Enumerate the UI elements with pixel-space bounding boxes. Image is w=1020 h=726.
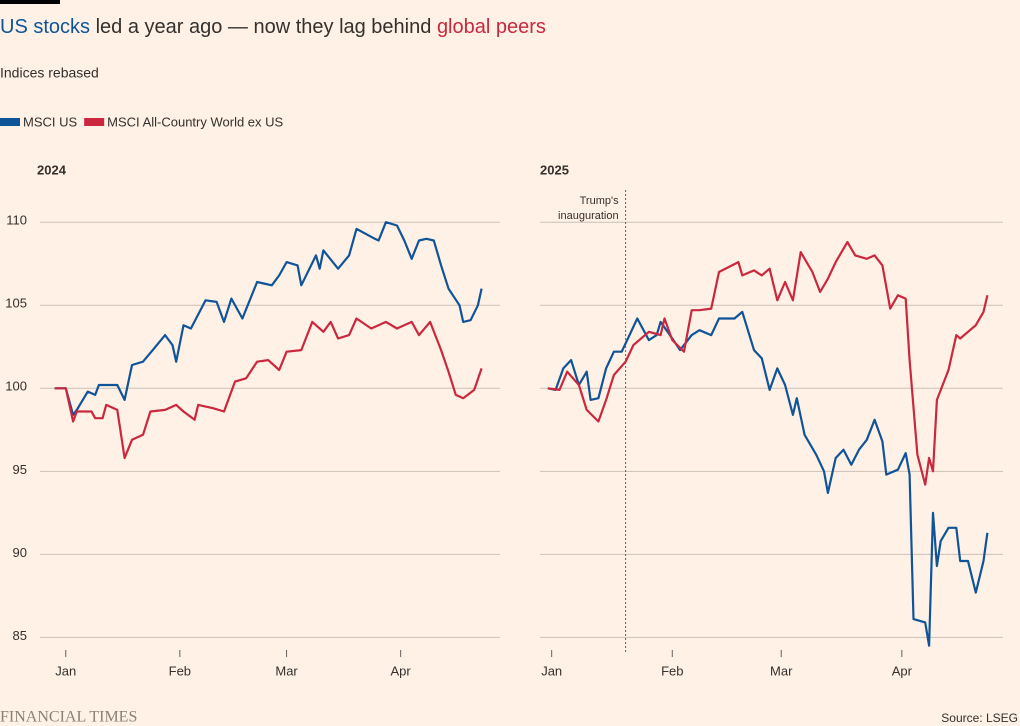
x-tick-label: Jan [541, 663, 562, 678]
x-tick-label: Mar [770, 663, 793, 678]
legend-label: MSCI US [23, 114, 78, 129]
series-line [547, 310, 989, 647]
title-part: led a year ago — now they lag behind [90, 16, 437, 38]
legend-label: MSCI All-Country World ex US [107, 114, 283, 129]
title-part: global peers [437, 16, 546, 38]
x-tick-label: Mar [275, 663, 298, 678]
x-tick-label: Jan [55, 663, 76, 678]
series-line [547, 241, 989, 486]
x-tick-label: Feb [661, 663, 683, 678]
y-tick-label: 85 [13, 628, 27, 643]
panel-title: 2024 [37, 162, 67, 177]
y-tick-label: 95 [13, 462, 27, 477]
y-tick-label: 110 [6, 213, 27, 228]
annotation-text: inauguration [558, 210, 619, 222]
y-tick-label: 90 [13, 545, 27, 560]
x-tick-label: Feb [169, 663, 191, 678]
top-bar [0, 0, 60, 4]
brand: FINANCIAL TIMES [0, 709, 137, 726]
annotation-text: Trump's [580, 195, 619, 207]
series-line [54, 317, 483, 460]
source: Source: LSEG [941, 711, 1018, 725]
subtitle: Indices rebased [0, 65, 99, 81]
y-tick-label: 105 [5, 296, 27, 311]
series-line [54, 221, 483, 416]
chart-title: US stocks led a year ago — now they lag … [0, 16, 546, 38]
panel-title: 2025 [540, 162, 569, 177]
legend-swatch [84, 118, 105, 126]
title-part: US stocks [0, 16, 90, 38]
y-tick-label: 100 [5, 379, 27, 394]
legend-swatch [0, 118, 20, 126]
x-tick-label: Apr [391, 663, 412, 678]
x-tick-label: Apr [892, 663, 913, 678]
